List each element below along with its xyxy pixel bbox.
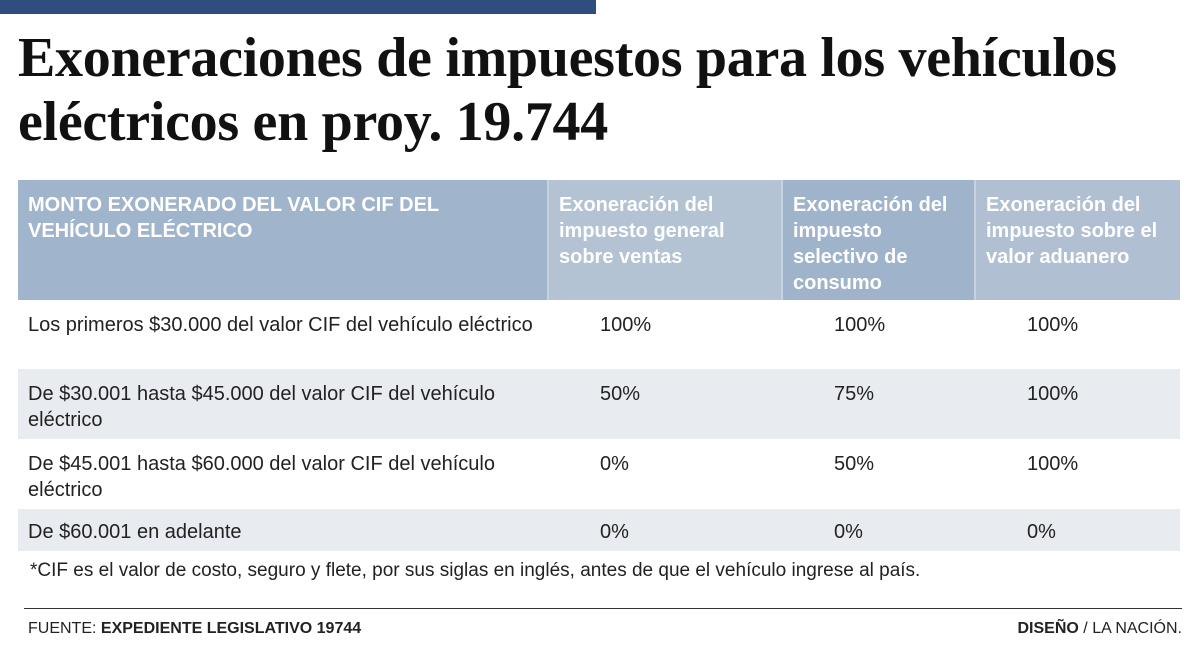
- table-row: De $60.001 en adelante 0% 0% 0%: [18, 509, 1180, 551]
- header-sales-tax: Exoneración del impuesto general sobre v…: [547, 180, 782, 300]
- exoneration-table: MONTO EXONERADO DEL VALOR CIF DEL VEHÍCU…: [18, 180, 1180, 551]
- table-header-row: MONTO EXONERADO DEL VALOR CIF DEL VEHÍCU…: [18, 180, 1180, 300]
- source: FUENTE: EXPEDIENTE LEGISLATIVO 19744: [28, 620, 361, 638]
- cell-value: 75%: [834, 383, 875, 405]
- footnote: *CIF es el valor de costo, seguro y flet…: [30, 560, 921, 581]
- cell-value: 0%: [600, 453, 629, 475]
- header-customs-tax: Exoneración del impuesto sobre el valor …: [974, 180, 1180, 300]
- cell-value: 100%: [1027, 453, 1079, 475]
- table-row: De $30.001 hasta $45.000 del valor CIF d…: [18, 369, 1180, 439]
- credit-label: DISEÑO: [1017, 620, 1079, 637]
- cell-value: 0%: [1027, 521, 1056, 543]
- cell-amount: De $60.001 en adelante: [28, 521, 242, 543]
- cell-value: 100%: [834, 314, 886, 336]
- cell-amount: Los primeros $30.000 del valor CIF del v…: [28, 314, 533, 336]
- cell-value: 0%: [834, 521, 863, 543]
- source-label: FUENTE:: [28, 620, 97, 637]
- header-amount: MONTO EXONERADO DEL VALOR CIF DEL VEHÍCU…: [18, 180, 548, 300]
- source-value: EXPEDIENTE LEGISLATIVO 19744: [100, 620, 362, 637]
- title-line-1: Exoneraciones de impuestos para los vehí…: [18, 27, 1117, 89]
- credit-value: / LA NACIÓN.: [1083, 620, 1182, 637]
- cell-value: 50%: [834, 453, 875, 475]
- divider: [24, 608, 1182, 609]
- cell-value: 100%: [1027, 314, 1079, 336]
- cell-amount: De $45.001 hasta $60.000 del valor CIF d…: [28, 453, 495, 501]
- title-line-2: eléctricos en proy. 19.744: [18, 91, 608, 153]
- cell-value: 100%: [1027, 383, 1079, 405]
- cell-amount: De $30.001 hasta $45.000 del valor CIF d…: [28, 383, 495, 431]
- cell-value: 0%: [600, 521, 629, 543]
- top-accent-bar: [0, 0, 596, 14]
- table-row: De $45.001 hasta $60.000 del valor CIF d…: [18, 439, 1180, 509]
- cell-value: 50%: [600, 383, 641, 405]
- table-row: Los primeros $30.000 del valor CIF del v…: [18, 300, 1180, 369]
- header-selective-tax: Exoneración del impuesto selectivo de co…: [781, 180, 975, 300]
- cell-value: 100%: [600, 314, 652, 336]
- credit: DISEÑO / LA NACIÓN.: [1018, 620, 1183, 638]
- page-title: Exoneraciones de impuestos para los vehí…: [18, 26, 1117, 154]
